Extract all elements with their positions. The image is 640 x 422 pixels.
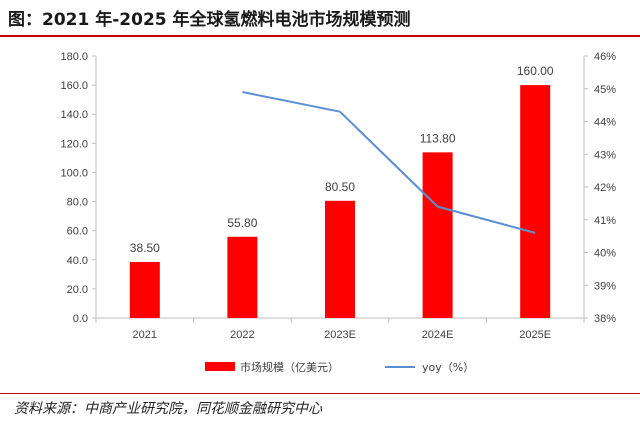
y-right-tick-label: 41% (594, 215, 616, 227)
y-right-tick-label: 40% (594, 248, 616, 260)
y-right-tick-label: 44% (594, 117, 616, 129)
y-right-tick-label: 46% (594, 51, 616, 63)
bottom-rule (0, 393, 640, 394)
x-tick-label: 2024E (422, 329, 454, 341)
legend-label-bar: 市场规模（亿美元） (240, 360, 339, 374)
y-left-tick-label: 60.0 (67, 226, 88, 238)
legend-swatch-bar (205, 362, 235, 371)
yoy-line-segment (339, 110, 439, 208)
legend: 市场规模（亿美元） yoy（%） (205, 360, 474, 374)
bar (520, 85, 551, 318)
y-left-tick-label: 120.0 (60, 138, 88, 150)
x-tick-label: 2021 (133, 329, 157, 341)
y-right-tick-label: 38% (594, 313, 616, 325)
y-right-tick-label: 43% (594, 149, 616, 161)
title-bar: 图：2021 年-2025 年全球氢燃料电池市场规模预测 (0, 0, 640, 37)
bar (227, 236, 258, 318)
bar-data-label: 160.00 (517, 64, 554, 78)
x-tick-label: 2023E (324, 329, 356, 341)
source-note: 资料来源：中商产业研究院，同花顺金融研究中心 (14, 401, 322, 417)
bar (325, 200, 355, 318)
yoy-line-segment (242, 91, 341, 113)
x-tick-label: 2022 (230, 329, 254, 341)
bar-series (129, 85, 551, 318)
axes: 0.0 20.0 40.0 60.0 80.0 100.0 120.0 140.0 160.0 1… (60, 51, 616, 341)
x-tick-label: 2025E (519, 329, 551, 341)
bar (129, 261, 160, 318)
bar (422, 152, 453, 318)
y-left-tick-label: 140.0 (60, 109, 88, 121)
y-right-tick-label: 39% (594, 280, 616, 292)
legend-label-line: yoy（%） (422, 361, 474, 374)
data-labels: 38.50 55.80 80.50 113.80 160.00 (130, 64, 554, 255)
chart-title: 图：2021 年-2025 年全球氢燃料电池市场规模预测 (8, 10, 411, 30)
chart-plot: 0.0 20.0 40.0 60.0 80.0 100.0 120.0 140.0 160.0 1… (60, 51, 616, 374)
y-left-tick-label: 40.0 (67, 255, 88, 267)
title-rule (0, 35, 640, 37)
y-left-tick-label: 160.0 (60, 80, 88, 92)
bar-data-label: 55.80 (227, 216, 257, 230)
y-left-tick-label: 80.0 (67, 197, 88, 209)
bar-data-label: 113.80 (420, 131, 456, 145)
y-right-tick-label: 42% (594, 182, 616, 194)
y-left-tick-label: 180.0 (60, 51, 88, 63)
yoy-line-series (242, 91, 536, 234)
bar-data-label: 80.50 (325, 180, 355, 194)
y-right-tick-label: 45% (594, 84, 616, 96)
y-left-tick-label: 100.0 (60, 167, 88, 179)
yoy-line-segment (437, 205, 536, 234)
y-left-tick-label: 0.0 (73, 313, 88, 325)
bar-data-label: 38.50 (130, 241, 160, 255)
y-left-tick-label: 20.0 (67, 284, 88, 296)
